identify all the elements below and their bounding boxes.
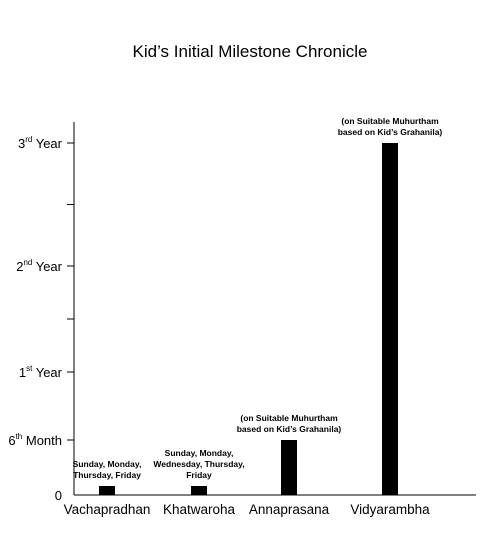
bar-annotation-line: Sunday, Monday, — [73, 459, 142, 469]
bar-annotation-line: (on Suitable Muhurtham — [240, 413, 338, 423]
bar-annaprasana — [281, 440, 297, 495]
category-label: Vidyarambha — [350, 502, 430, 517]
bar-vidyarambha — [382, 143, 398, 495]
bar-annotation-line: Friday — [186, 470, 212, 480]
y-tick-label: 1st Year — [19, 364, 63, 380]
category-label: Khatwaroha — [163, 502, 236, 517]
y-axis-ticks: 0 6th Month 1st Year 2nd Year 3rd Year — [8, 135, 74, 503]
category-labels: Vachapradhan Khatwaroha Annaprasana Vidyara… — [64, 502, 431, 517]
bar-annotation-line: Wednesday, Thursday, — [153, 459, 244, 469]
y-tick-label: 3rd Year — [18, 135, 63, 151]
y-tick-label: 6th Month — [8, 432, 62, 448]
y-tick-label: 0 — [55, 488, 62, 503]
category-label: Annaprasana — [249, 502, 330, 517]
bar-khatwaroha — [191, 486, 207, 495]
bar-vachapradhan — [99, 486, 115, 495]
bar-annotation-line: Sunday, Monday, — [165, 448, 234, 458]
bars — [99, 143, 398, 495]
y-tick-label: 2nd Year — [16, 258, 62, 274]
chart-title: Kid’s Initial Milestone Chronicle — [133, 42, 368, 61]
bar-annotation-line: (on Suitable Muhurtham — [341, 116, 439, 126]
category-label: Vachapradhan — [64, 502, 151, 517]
bar-annotation-line: based on Kid’s Grahanila) — [237, 424, 342, 434]
bar-annotation-line: based on Kid’s Grahanila) — [338, 127, 443, 137]
bar-annotation-line: Thursday, Friday — [73, 470, 141, 480]
